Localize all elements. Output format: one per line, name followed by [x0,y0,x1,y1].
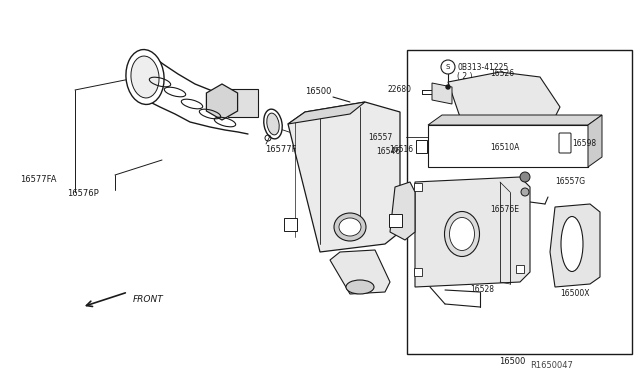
Ellipse shape [339,218,361,236]
Text: 16576P: 16576P [67,189,99,199]
FancyBboxPatch shape [559,133,571,153]
Polygon shape [415,177,530,287]
Polygon shape [288,102,365,124]
FancyBboxPatch shape [284,218,296,231]
Polygon shape [428,115,602,125]
Polygon shape [288,102,400,252]
Text: 16500: 16500 [305,87,332,96]
Text: S: S [446,64,450,70]
Polygon shape [207,84,237,120]
Text: 16577F: 16577F [265,145,296,154]
Text: 16577FA: 16577FA [20,176,56,185]
Text: 16500: 16500 [499,357,525,366]
Ellipse shape [267,113,279,135]
Text: 16500X: 16500X [560,289,589,298]
Bar [228,89,258,117]
Polygon shape [448,72,560,142]
Circle shape [446,85,450,89]
Bar [516,265,524,273]
Text: 16526: 16526 [490,70,514,78]
Text: FRONT: FRONT [133,295,164,304]
Text: 16598: 16598 [572,140,596,148]
Text: R1650047: R1650047 [530,360,573,369]
Ellipse shape [561,217,583,272]
Bar [414,268,422,276]
Ellipse shape [449,218,474,250]
Ellipse shape [264,109,282,139]
Text: 16546: 16546 [376,148,400,157]
Polygon shape [432,83,452,104]
Text: 16557: 16557 [368,132,392,141]
Bar [414,183,422,191]
Ellipse shape [126,49,164,105]
Text: 16557G: 16557G [555,177,585,186]
Polygon shape [390,182,415,240]
Ellipse shape [131,56,159,98]
Circle shape [521,188,529,196]
Ellipse shape [346,280,374,294]
Ellipse shape [334,213,366,241]
Text: 16576E: 16576E [490,205,519,215]
Text: 22680: 22680 [388,86,412,94]
Polygon shape [588,115,602,167]
Polygon shape [550,204,600,287]
Ellipse shape [445,212,479,257]
FancyBboxPatch shape [415,140,426,153]
Text: 16528: 16528 [470,285,494,295]
Text: 0B313-41225: 0B313-41225 [457,62,508,71]
Circle shape [520,172,530,182]
Bar [407,50,632,354]
Text: 16510A: 16510A [490,142,520,151]
Bar [428,125,588,167]
Text: ( 2 ): ( 2 ) [457,73,472,81]
Text: 16516: 16516 [389,144,413,154]
FancyBboxPatch shape [388,214,401,227]
Polygon shape [330,250,390,294]
